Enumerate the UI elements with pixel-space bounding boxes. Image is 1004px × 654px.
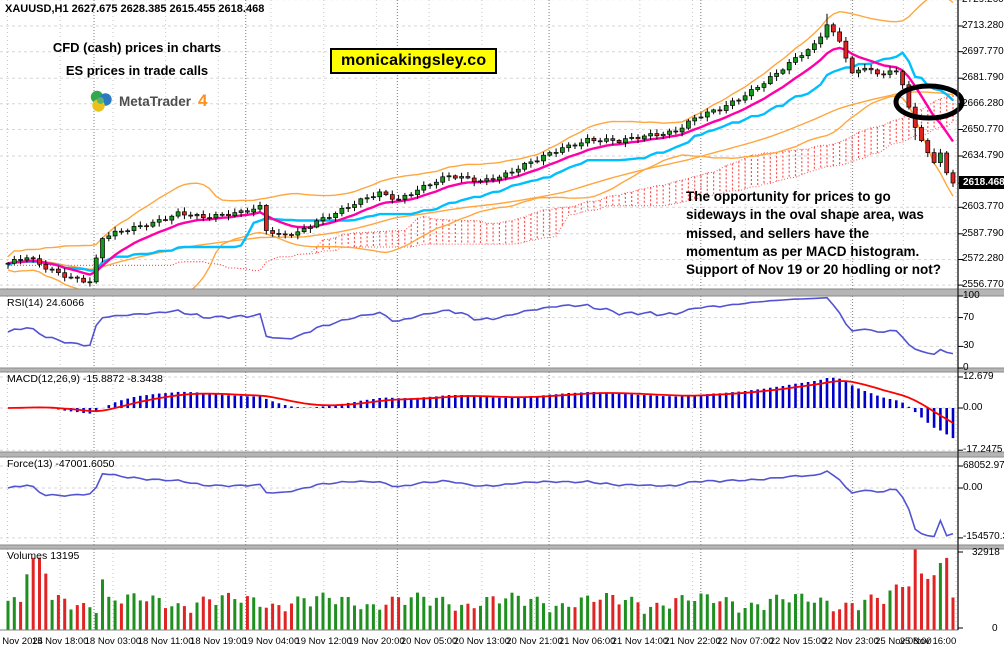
symbol-ohlc-header: XAUUSD,H1 2627.675 2628.385 2615.455 261… (5, 3, 265, 15)
rsi-axis-label: 0 (963, 362, 969, 373)
volumes-axis-label: 0 (992, 623, 998, 634)
force-axis-label: 68052.9782 (963, 460, 1004, 472)
metatrader-logo-text: MetaTrader (119, 93, 192, 109)
rsi-pane-label: RSI(14) 24.6066 (7, 297, 85, 309)
time-axis-label: 21 Nov 14:00 (611, 636, 669, 647)
note-cfd-prices: CFD (cash) prices in charts (52, 40, 222, 55)
time-axis-label: 22 Nov 07:00 (717, 636, 774, 647)
time-axis-label: 21 Nov 22:00 (664, 636, 721, 647)
rsi-axis-label: 100 (963, 290, 980, 301)
time-axis-label: 21 Nov 06:00 (558, 636, 616, 647)
price-axis-label: 2603.770 (962, 201, 1004, 213)
rsi-axis-label: 70 (963, 311, 975, 323)
force-axis-label: -154570.39 (963, 531, 1004, 542)
time-axis-label: 15 Nov 18:00 (31, 636, 89, 647)
time-axis-label: 19 Nov 04:00 (242, 636, 300, 647)
time-axis-label: 20 Nov 21:00 (506, 636, 563, 647)
time-axis-label: 19 Nov 20:00 (348, 636, 405, 647)
metatrader-logo: MetaTrader 4 (88, 88, 208, 114)
macd-axis-label: 12.679 (963, 370, 994, 382)
time-axis-label: 22 Nov 15:00 (769, 636, 827, 647)
note-es-prices: ES prices in trade calls (65, 63, 209, 78)
price-axis-label: 2713.280 (962, 20, 1004, 32)
brand-watermark-badge: monicakingsley.co (330, 48, 498, 74)
price-axis-label: 2729.260 (962, 0, 1004, 5)
price-axis-label: 2666.280 (962, 97, 1004, 109)
macd-pane-label: MACD(12,26,9) -15.8872 -8.3438 (7, 373, 163, 385)
time-axis-label: 20 Nov 05:00 (400, 636, 458, 647)
price-axis-label: 2681.790 (962, 72, 1004, 84)
time-axis-label: 25 Nov 16:00 (899, 636, 957, 647)
metatrader-logo-number: 4 (198, 91, 208, 110)
time-axis-label: 15 Nov 2024 (0, 636, 43, 647)
time-axis-label: 25 Nov 08:00 (875, 636, 932, 647)
oval-annotation (893, 83, 965, 121)
price-axis-label: 2556.770 (962, 279, 1004, 291)
metatrader-logo-icon (90, 90, 112, 112)
time-axis-label: 18 Nov 11:00 (137, 636, 194, 647)
price-axis-label: 2634.790 (962, 149, 1004, 161)
time-axis-label: 18 Nov 03:00 (84, 636, 142, 647)
macd-axis-label: -17.2475 (963, 444, 1003, 456)
volumes-pane-label: Volumes 13195 (7, 550, 80, 562)
price-axis-label: 2650.770 (962, 123, 1004, 135)
macd-axis-label: 0.00 (963, 402, 983, 413)
price-axis-label: 2697.770 (962, 45, 1004, 57)
rsi-axis-label: 30 (963, 340, 975, 352)
analyst-commentary: The opportunity for prices to go sideway… (686, 189, 941, 278)
price-axis-label: 2572.280 (962, 253, 1004, 265)
time-axis-label: 20 Nov 13:00 (453, 636, 511, 647)
time-axis-label: 22 Nov 23:00 (822, 636, 879, 647)
current-price-tag: 2618.468 (959, 176, 1004, 189)
price-axis-label: 2587.790 (962, 227, 1004, 239)
volumes-axis-label: 32918 (972, 547, 1000, 558)
time-axis-label: 18 Nov 19:00 (190, 636, 247, 647)
force-axis-label: 0.00 (963, 482, 983, 493)
force-pane-label: Force(13) -47001.6050 (7, 458, 115, 470)
time-axis-label: 19 Nov 12:00 (295, 636, 352, 647)
